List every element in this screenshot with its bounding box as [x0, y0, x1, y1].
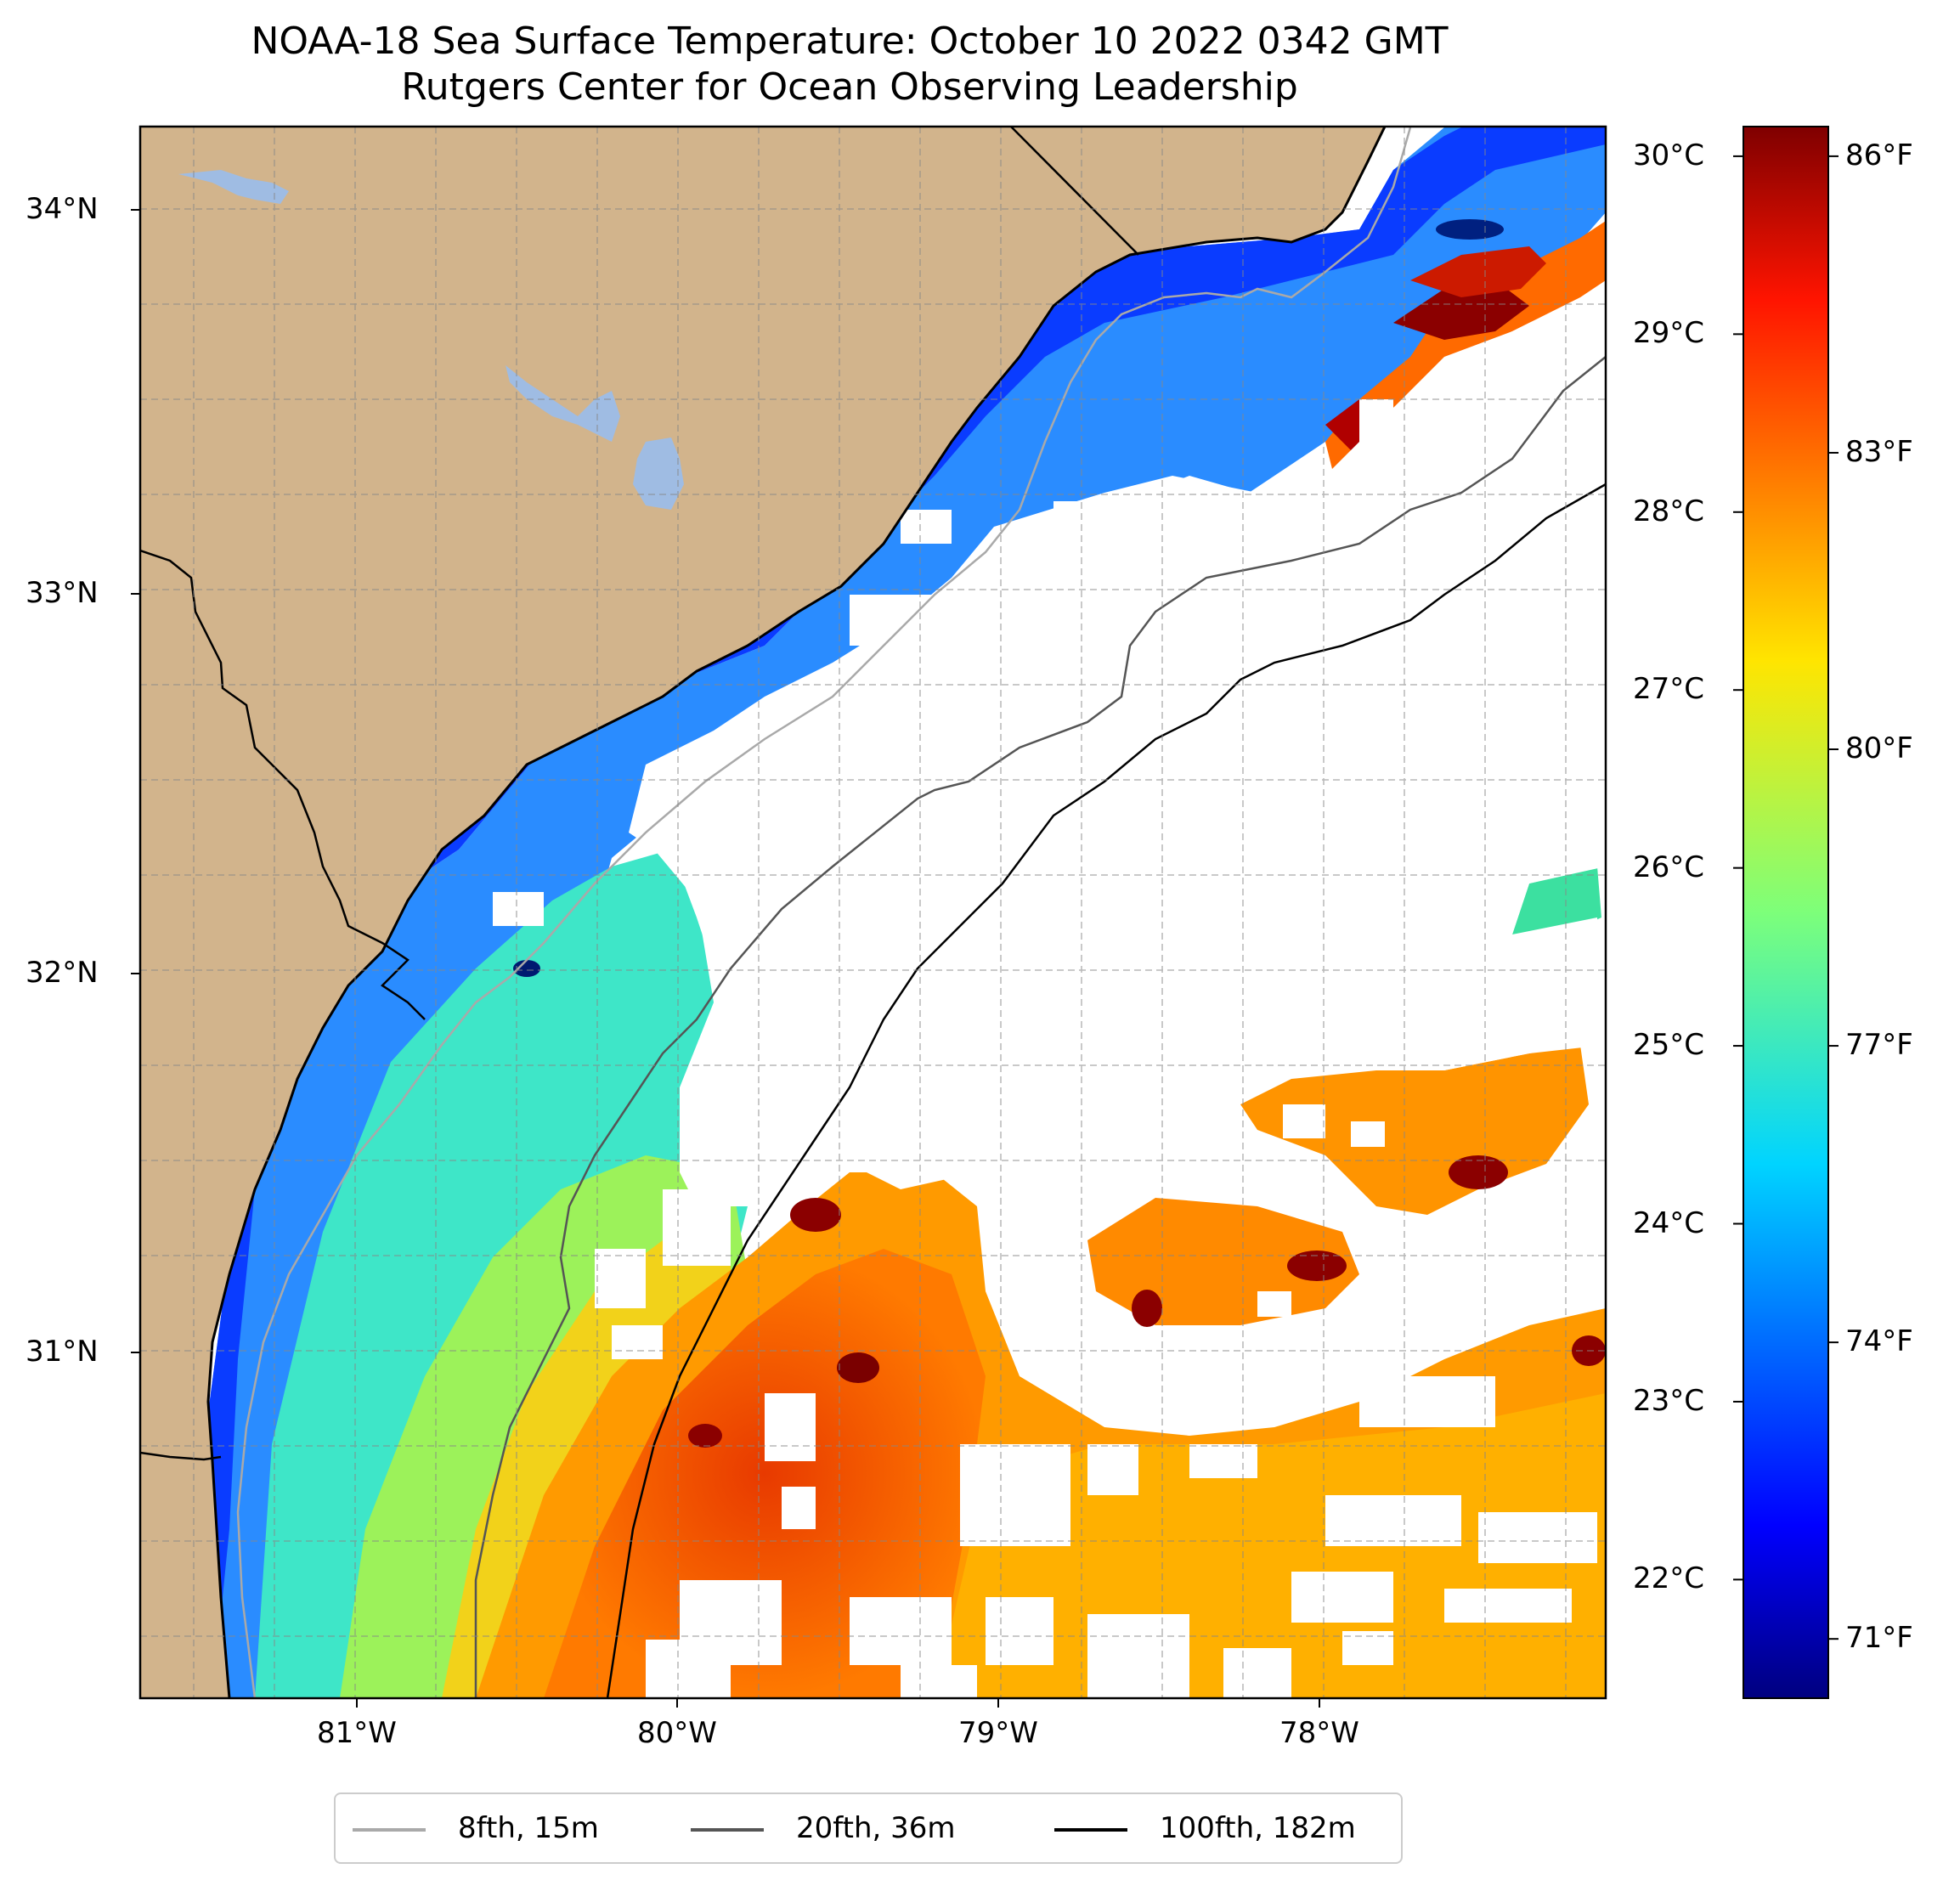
celsius-label: 24°C: [1633, 1205, 1705, 1240]
celsius-label: 22°C: [1633, 1561, 1705, 1596]
celsius-label: 26°C: [1633, 850, 1705, 884]
lat-label-33: 33°N: [25, 576, 99, 610]
colorbar: [1743, 127, 1828, 1698]
lat-label-31: 31°N: [25, 1335, 99, 1369]
lon-label-78: 78°W: [1279, 1716, 1359, 1750]
legend-label: 100fth, 182m: [1160, 1811, 1356, 1845]
fahrenheit-label: 80°F: [1845, 731, 1913, 766]
chart-subtitle: Rutgers Center for Ocean Observing Leade…: [401, 65, 1298, 109]
celsius-label: 27°C: [1633, 672, 1705, 707]
state-border-sc-ga: [140, 549, 426, 1020]
lake: [178, 170, 289, 204]
state-border: [1010, 127, 1139, 256]
fahrenheit-label: 71°F: [1845, 1621, 1913, 1656]
lake: [506, 365, 620, 442]
celsius-label: 29°C: [1633, 316, 1705, 351]
state-border-ga-fl: [140, 1451, 222, 1461]
celsius-label: 28°C: [1633, 494, 1705, 528]
lon-label-81: 81°W: [317, 1716, 397, 1750]
colorbar-ticks: [1733, 155, 1839, 1640]
legend-swatch: [691, 1828, 764, 1832]
contour-8fth: [236, 127, 1412, 1698]
contour-100fth: [606, 483, 1606, 1698]
fahrenheit-label: 86°F: [1845, 138, 1913, 172]
lake: [633, 438, 684, 510]
celsius-label: 23°C: [1633, 1383, 1705, 1418]
lon-label-80: 80°W: [637, 1716, 717, 1750]
lon-label-79: 79°W: [958, 1716, 1038, 1750]
celsius-label: 30°C: [1633, 138, 1705, 172]
celsius-label: 25°C: [1633, 1028, 1705, 1063]
axis-ticks: [131, 209, 1320, 1708]
fahrenheit-label: 77°F: [1845, 1028, 1913, 1063]
lat-label-34: 34°N: [25, 192, 99, 226]
coastline: [206, 127, 1387, 1698]
colorbar-frame: [1743, 126, 1829, 1699]
lat-label-32: 32°N: [25, 956, 99, 990]
legend-label: 20fth, 36m: [796, 1811, 956, 1845]
fahrenheit-label: 83°F: [1845, 434, 1913, 469]
fahrenheit-label: 74°F: [1845, 1324, 1913, 1359]
chart-title: NOAA-18 Sea Surface Temperature: October…: [251, 20, 1449, 63]
contour-20fth: [474, 356, 1606, 1698]
legend-swatch: [353, 1828, 426, 1832]
legend: 8fth, 15m 20fth, 36m 100fth, 182m: [334, 1792, 1403, 1864]
no-data-holes: [493, 280, 1606, 1698]
land-area: [140, 127, 1385, 1698]
legend-swatch: [1054, 1828, 1127, 1832]
legend-label: 8fth, 15m: [458, 1811, 599, 1845]
map-frame: [138, 125, 1607, 1700]
gridlines: [140, 127, 1606, 1698]
